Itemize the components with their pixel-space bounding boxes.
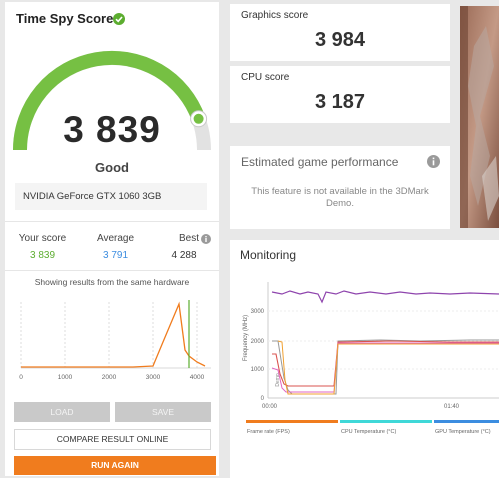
x-tick: 01:40 xyxy=(444,404,460,410)
info-icon[interactable] xyxy=(201,234,211,244)
benchmark-image xyxy=(460,6,499,228)
cpu-score-card: CPU score 3 187 xyxy=(230,66,450,123)
score-gauge xyxy=(12,50,211,151)
score-panel: Time Spy Score 3 839 Good NVIDIA GeForce… xyxy=(5,2,219,476)
legend-label-cpu-temperature: CPU Temperature (°C) xyxy=(341,429,396,435)
demo-label: Demo xyxy=(275,373,281,387)
frame-rate-line xyxy=(277,340,499,395)
histogram-tick: 3000 xyxy=(146,374,161,381)
histogram-tick: 1000 xyxy=(58,374,73,381)
y-tick: 2000 xyxy=(251,339,265,345)
monitoring-card: Monitoring Frequency (MHz) 3000 2000 100… xyxy=(230,240,499,478)
frequency-line xyxy=(271,342,499,393)
gpu-memory-line xyxy=(272,340,499,387)
best-label: Best xyxy=(178,233,199,244)
histogram-tick: 0 xyxy=(19,374,23,381)
legend-label-frame-rate: Frame rate (FPS) xyxy=(247,429,290,435)
average-value: 3 791 xyxy=(102,250,129,261)
y-tick: 1000 xyxy=(251,367,265,373)
divider xyxy=(5,270,219,271)
monitoring-chart: Frequency (MHz) 3000 2000 1000 0 00:00 0… xyxy=(243,282,499,435)
y-tick: 0 xyxy=(261,396,265,402)
legend-swatch-frame-rate xyxy=(246,420,338,423)
your-score-value: 3 839 xyxy=(29,250,56,261)
legend-swatch-cpu-temperature xyxy=(340,420,432,423)
estimated-game-performance-card: Estimated game performance This feature … xyxy=(230,146,450,229)
graphics-score-label: Graphics score xyxy=(241,10,309,21)
save-button[interactable]: SAVE xyxy=(115,402,211,422)
y-tick: 3000 xyxy=(251,309,265,315)
check-icon xyxy=(113,13,125,25)
your-score-label: Your score xyxy=(18,233,67,244)
score-title: Time Spy Score xyxy=(16,11,114,26)
average-label: Average xyxy=(96,233,135,244)
cpu-score-value: 3 187 xyxy=(314,91,366,113)
graphics-score-value: 3 984 xyxy=(314,29,366,51)
gauge-knob-inner xyxy=(193,113,204,124)
overall-score: 3 839 xyxy=(63,109,161,150)
monitoring-title: Monitoring xyxy=(240,248,297,262)
histogram-tick: 4000 xyxy=(190,374,205,381)
gpu-box: NVIDIA GeForce GTX 1060 3GB xyxy=(15,183,207,210)
legend-swatch-gpu-temperature xyxy=(434,420,499,423)
benchmark-image-art xyxy=(460,6,499,228)
x-tick: 00:00 xyxy=(262,404,278,410)
best-value: 4 288 xyxy=(171,250,197,261)
score-rating: Good xyxy=(95,160,129,175)
divider xyxy=(5,221,219,222)
graphics-score-card: Graphics score 3 984 xyxy=(230,4,450,61)
y-axis-label: Frequency (MHz) xyxy=(243,315,249,361)
score-histogram: 0 1000 2000 3000 4000 xyxy=(19,300,211,381)
histogram-tick: 2000 xyxy=(102,374,117,381)
run-again-button[interactable]: RUN AGAIN xyxy=(14,456,216,475)
estimated-performance-message: This feature is not available in the 3DM… xyxy=(251,186,429,209)
cpu-clock-line xyxy=(271,290,499,304)
legend-label-gpu-temperature: GPU Temperature (°C) xyxy=(435,429,491,435)
gpu-clock-line xyxy=(272,339,499,395)
gauge-fill xyxy=(12,50,206,151)
gpu-name: NVIDIA GeForce GTX 1060 3GB xyxy=(23,191,162,202)
histogram-curve xyxy=(21,301,206,368)
info-icon[interactable] xyxy=(427,155,440,168)
load-button[interactable]: LOAD xyxy=(14,402,110,422)
cpu-score-label: CPU score xyxy=(241,72,290,83)
hardware-note: Showing results from the same hardware xyxy=(34,277,190,287)
compare-result-online-button[interactable]: COMPARE RESULT ONLINE xyxy=(14,429,211,450)
estimated-performance-title: Estimated game performance xyxy=(241,155,399,169)
